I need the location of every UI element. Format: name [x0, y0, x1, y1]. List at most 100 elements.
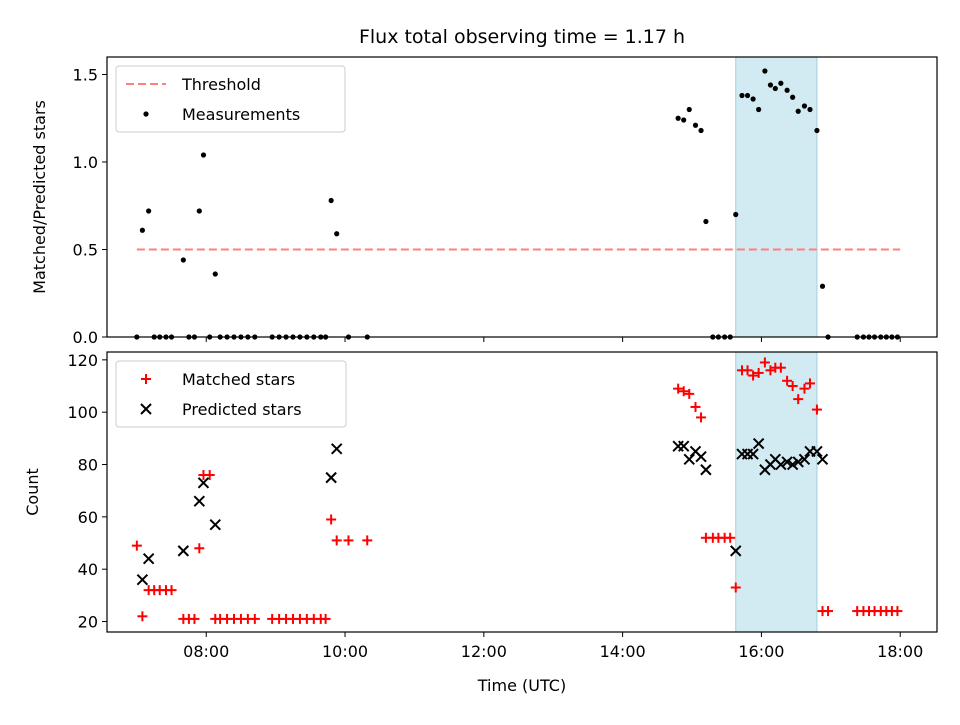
bottom-series-0-point	[131, 540, 142, 551]
bottom-series-1-point	[677, 440, 690, 452]
top-series-0-point	[744, 92, 751, 99]
x-tick-label: 10:00	[322, 642, 368, 661]
bottom-series-1-point	[811, 445, 823, 458]
bottom-series-0-point	[823, 606, 834, 617]
top-y-axis-label: Matched/Predicted stars	[30, 100, 49, 294]
bottom-series-0-point	[362, 535, 373, 546]
x-marker-b	[136, 573, 149, 586]
bottom-series-0-point	[742, 365, 753, 376]
x-marker-b	[140, 403, 152, 415]
x-marker-b	[331, 443, 343, 455]
bottom-y-tick-label: 100	[67, 403, 98, 422]
bottom-series-0-point	[748, 370, 759, 381]
x-marker-b	[811, 445, 823, 458]
bottom-series-1-point	[142, 553, 155, 565]
bottom-series-0-point	[326, 514, 337, 525]
bottom-series-0-point	[194, 543, 205, 554]
top-series-0-point	[328, 197, 334, 204]
bottom-series-0-point	[811, 404, 822, 415]
top-legend-label: Threshold	[181, 75, 261, 94]
bottom-series-1-point	[136, 573, 149, 586]
bottom-series-1-point	[747, 448, 759, 460]
bottom-series-0-point	[787, 381, 798, 392]
bottom-series-0-point	[730, 582, 741, 593]
top-y-tick-label: 0.0	[73, 328, 98, 347]
top-series-0-point	[733, 211, 739, 218]
bottom-series-0-point	[753, 367, 764, 378]
top-series-0-point	[692, 122, 699, 128]
top-series-0-point	[681, 117, 687, 123]
top-series-0-point	[819, 283, 826, 289]
top-series-0-point	[801, 103, 808, 109]
x-marker-b	[142, 553, 155, 565]
x-marker-b	[816, 453, 829, 465]
bottom-y-axis-label: Count	[23, 468, 42, 516]
x-marker-b	[325, 471, 337, 484]
bottom-series-0-point	[805, 378, 816, 389]
top-series-0-point	[703, 218, 709, 225]
x-marker-b	[781, 456, 793, 468]
bottom-y-tick-label: 20	[78, 613, 98, 632]
bottom-series-1-point	[752, 437, 765, 450]
bottom-series-1-point	[816, 453, 829, 465]
top-y-tick-label: 1.5	[73, 66, 98, 85]
top-series-0-point	[196, 208, 202, 214]
x-tick-label: 12:00	[461, 642, 507, 661]
top-series-0-point	[790, 94, 796, 100]
top-y-tick-label: 1.0	[73, 153, 98, 172]
x-marker-b	[786, 458, 799, 471]
x-marker-b	[689, 445, 702, 458]
bottom-series-0-point	[166, 585, 177, 596]
bottom-legend-swatch	[141, 374, 151, 384]
top-series-0-point	[795, 108, 801, 114]
bottom-series-1-point	[700, 464, 712, 476]
bottom-series-1-point	[177, 545, 190, 557]
x-tick-label: 18:00	[877, 642, 923, 661]
x-marker-b	[695, 450, 707, 463]
bottom-series-1-point	[209, 519, 221, 531]
bottom-series-1-point	[672, 440, 684, 452]
bottom-series-0-point	[725, 532, 736, 543]
x-marker-b	[747, 448, 759, 460]
bottom-series-0-point	[204, 469, 215, 480]
bottom-series-1-point	[798, 453, 811, 465]
bottom-series-1-point	[730, 545, 742, 557]
x-tick-label: 08:00	[183, 642, 229, 661]
bottom-legend-box	[115, 360, 347, 428]
bottom-series-0-point	[892, 606, 903, 617]
bottom-series-0-point	[189, 613, 200, 624]
x-marker-b	[209, 519, 221, 531]
bottom-series-0-point	[678, 386, 689, 397]
x-marker-b	[683, 453, 695, 465]
top-legend-box	[115, 65, 346, 133]
top-series-0-point	[778, 80, 784, 86]
bottom-legend-swatch	[140, 403, 152, 415]
top-series-0-point	[814, 127, 820, 134]
x-marker-b	[677, 440, 690, 452]
x-marker-b	[752, 437, 765, 450]
top-series-0-point	[784, 87, 790, 93]
x-marker-b	[775, 458, 787, 471]
top-series-0-point	[772, 85, 778, 92]
top-series-0-point	[334, 231, 340, 237]
x-marker-b	[730, 545, 742, 557]
x-tick-label: 14:00	[600, 642, 646, 661]
bottom-series-0-point	[690, 401, 701, 412]
top-series-0-point	[212, 271, 218, 277]
chart-marks: 0.0 0.5 1.0 1.5 Threshold Measurements 20 40 60 8…	[67, 56, 938, 661]
x-marker-b	[177, 545, 190, 557]
x-marker-b	[197, 477, 210, 489]
top-series-0-point	[686, 106, 692, 113]
top-series-0-point	[756, 106, 762, 113]
bottom-y-tick-label: 80	[78, 456, 98, 475]
bottom-series-0-point	[320, 613, 331, 624]
top-series-0-point	[139, 227, 145, 233]
bottom-plot-frame	[106, 351, 938, 633]
x-marker-b	[700, 464, 712, 476]
top-series-0-point	[698, 127, 704, 134]
bottom-series-1-point	[193, 495, 206, 507]
bottom-series-0-point	[249, 613, 260, 624]
bottom-series-0-point	[673, 383, 684, 394]
